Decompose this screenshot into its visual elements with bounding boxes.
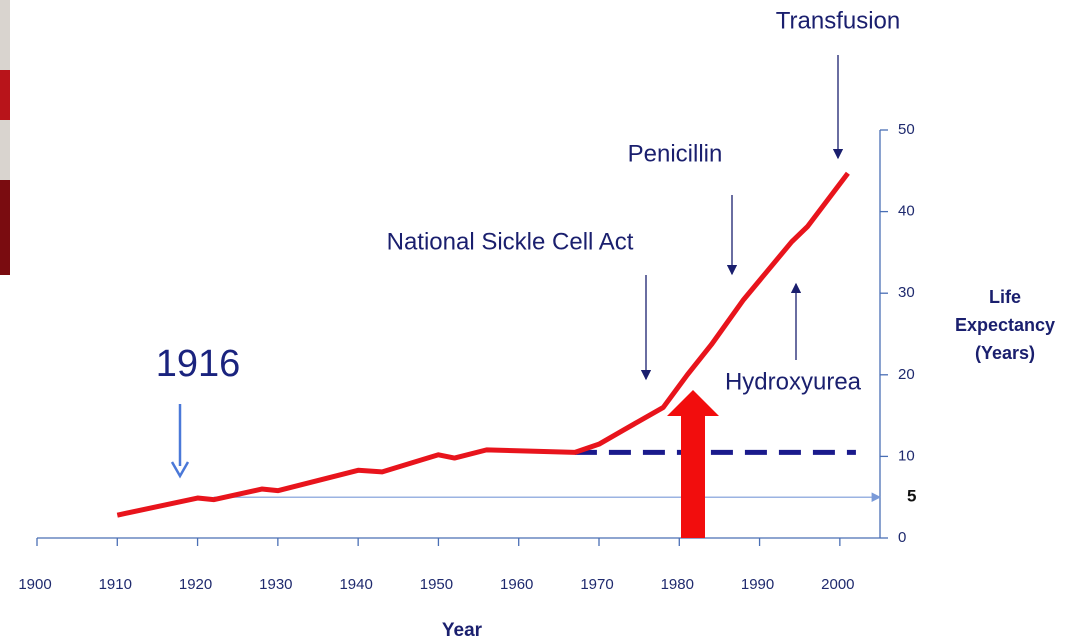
reference-label: 5 [907, 487, 916, 506]
annotation: Transfusion [776, 7, 901, 34]
annotation: National Sickle Cell Act [387, 228, 634, 255]
x-tick-label: 1970 [580, 576, 613, 593]
y-tick-label: 10 [898, 447, 915, 464]
annotation-arrows [646, 55, 838, 379]
plot: 1900 1910 1920 1930 1940 1950 1960 1970 1980 1990… [18, 121, 916, 593]
x-tick-label: 1980 [661, 576, 694, 593]
y-tick-label: 30 [898, 284, 915, 301]
x-tick-label: 1950 [420, 576, 453, 593]
x-tick-label: 1900 [18, 576, 51, 593]
arrow-1916 [172, 404, 188, 476]
x-tick-label: 1910 [99, 576, 132, 593]
red-arrow [667, 390, 719, 538]
x-tick-label: 1940 [339, 576, 372, 593]
annotation-1916: 1916 [156, 343, 241, 385]
y-tick-label: 50 [898, 121, 915, 138]
x-tick-label: 1930 [259, 576, 292, 593]
annotation: Penicillin [628, 140, 723, 167]
y-tick-label: 20 [898, 366, 915, 383]
chart: 1916 National Sickle Cell Act Penicillin… [0, 0, 1075, 644]
annotation: Hydroxyurea [725, 368, 862, 395]
y-tick-label: 40 [898, 203, 915, 220]
y-tick-label: 0 [898, 529, 906, 546]
x-tick-label: 1920 [179, 576, 212, 593]
x-tick-label: 1960 [500, 576, 533, 593]
x-tick-label: 1990 [741, 576, 774, 593]
x-tick-label: 2000 [821, 576, 854, 593]
photo-fragment [0, 0, 10, 275]
x-axis-label: Year [442, 620, 483, 641]
